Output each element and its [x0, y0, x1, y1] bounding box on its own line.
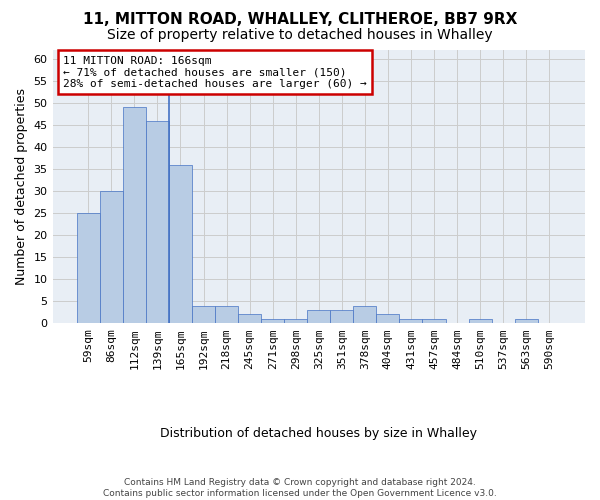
- Bar: [169, 164, 192, 324]
- Bar: [146, 120, 169, 324]
- Bar: [330, 310, 353, 324]
- Bar: [353, 306, 376, 324]
- Bar: [261, 319, 284, 324]
- Text: 11 MITTON ROAD: 166sqm
← 71% of detached houses are smaller (150)
28% of semi-de: 11 MITTON ROAD: 166sqm ← 71% of detached…: [63, 56, 367, 89]
- Y-axis label: Number of detached properties: Number of detached properties: [15, 88, 28, 285]
- X-axis label: Distribution of detached houses by size in Whalley: Distribution of detached houses by size …: [160, 427, 477, 440]
- Bar: [100, 191, 123, 324]
- Bar: [376, 314, 400, 324]
- Bar: [192, 306, 215, 324]
- Text: Contains HM Land Registry data © Crown copyright and database right 2024.
Contai: Contains HM Land Registry data © Crown c…: [103, 478, 497, 498]
- Bar: [400, 319, 422, 324]
- Bar: [215, 306, 238, 324]
- Bar: [515, 319, 538, 324]
- Bar: [238, 314, 261, 324]
- Bar: [284, 319, 307, 324]
- Text: Size of property relative to detached houses in Whalley: Size of property relative to detached ho…: [107, 28, 493, 42]
- Bar: [422, 319, 446, 324]
- Bar: [77, 213, 100, 324]
- Text: 11, MITTON ROAD, WHALLEY, CLITHEROE, BB7 9RX: 11, MITTON ROAD, WHALLEY, CLITHEROE, BB7…: [83, 12, 517, 28]
- Bar: [123, 108, 146, 324]
- Bar: [469, 319, 491, 324]
- Bar: [307, 310, 330, 324]
